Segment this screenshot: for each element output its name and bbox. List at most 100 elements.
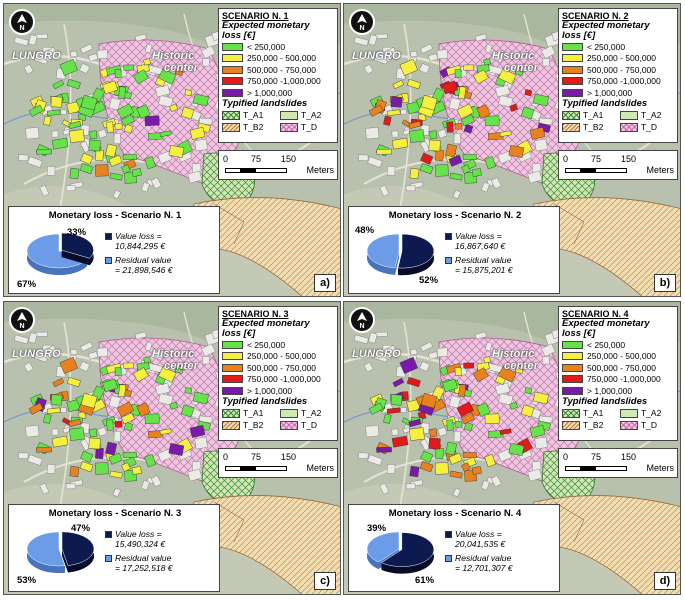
legend-label: 500,000 - 750,000 [587, 362, 657, 373]
loss-swatch [445, 233, 452, 240]
north-arrow-icon: N [9, 307, 35, 333]
historic-center-label: Historic center [492, 348, 538, 372]
historic-center-label: Historic center [152, 50, 198, 74]
legend-label: > 1,000,000 [247, 385, 293, 396]
scale-tick-label: 150 [281, 154, 297, 164]
legend-swatch [222, 352, 243, 361]
residual-percent-label: 53% [17, 575, 37, 586]
pie-chart-box: Monetary loss - Scenario N. 4 39% 61% Value… [348, 504, 560, 592]
landslide-swatch [222, 110, 240, 120]
landslide-swatch [280, 122, 298, 132]
historic-line1: Historic [152, 50, 195, 62]
value-loss-legend: Value loss = 16,867,640 € [445, 231, 505, 251]
scenario-panel: N LUNGRO Historic center SCENARIO N. 1 Expect… [3, 3, 341, 297]
legend-subtitle: Expected monetary [222, 318, 310, 329]
legend-swatch [562, 77, 583, 86]
legend-label: 500,000 - 750,000 [247, 362, 317, 373]
scenario-title: SCENARIO N. 4 [562, 309, 629, 319]
landslide-label: T_A2 [641, 110, 662, 120]
legend-subtitle: Expected monetary [562, 318, 650, 329]
legend-label: 500,000 - 750,000 [247, 64, 317, 75]
pie-chart [26, 531, 95, 573]
landslide-legend: T_A1 T_A2 T_B2 T_D [222, 110, 334, 133]
scale-tick-label: 0 [563, 452, 569, 462]
pie-chart-box: Monetary loss - Scenario N. 3 47% 53% Value… [8, 504, 220, 592]
landslide-swatch [620, 408, 638, 418]
landslide-label: T_A2 [301, 110, 322, 120]
scale-tick-label: 0 [223, 154, 229, 164]
legend-label: < 250,000 [247, 339, 286, 350]
landslide-swatch [222, 408, 240, 418]
panel-tag: b) [654, 274, 676, 292]
legend-item: 500,000 - 750,000 [562, 362, 674, 374]
landslide-swatch [280, 110, 298, 120]
landslide-swatch [280, 408, 298, 418]
svg-text:N: N [19, 323, 24, 329]
legend-item: < 250,000 [562, 339, 674, 351]
pie-chart-box: Monetary loss - Scenario N. 2 52% 48% Value… [348, 206, 560, 294]
legend-swatch [222, 386, 243, 395]
legend-label: > 1,000,000 [247, 87, 293, 98]
legend-item: > 1,000,000 [562, 385, 674, 397]
legend-item: 500,000 - 750,000 [562, 64, 674, 76]
landslide-legend: T_A1 T_A2 T_B2 T_D [562, 408, 674, 431]
landslide-item: T_D [620, 420, 678, 431]
landslide-swatch [280, 420, 298, 430]
scale-segment [225, 168, 241, 173]
loss-slice [61, 531, 95, 573]
legend-item: 750,000 -1,000,000 [222, 76, 334, 88]
landslide-label: T_B2 [243, 122, 264, 132]
residual-value-amount: = 21,898,546 € [115, 265, 173, 275]
legend-label: 750,000 -1,000,000 [247, 374, 321, 385]
residual-swatch [105, 257, 112, 264]
landslide-label: T_A1 [583, 110, 604, 120]
landslide-label: T_D [641, 420, 658, 430]
legend-label: < 250,000 [587, 339, 626, 350]
legend-swatch [562, 363, 583, 372]
scale-segment [595, 168, 627, 173]
residual-value-amount: = 15,875,201 € [455, 265, 513, 275]
landslide-swatch [620, 122, 638, 132]
value-loss-amount: 16,867,640 € [455, 241, 506, 251]
scenario-title: SCENARIO N. 3 [222, 309, 289, 319]
landslide-item: T_A1 [222, 110, 280, 121]
loss-slice [397, 233, 435, 276]
legend-label: < 250,000 [587, 41, 626, 52]
loss-slice [380, 532, 435, 574]
legend-label: 750,000 -1,000,000 [247, 76, 321, 87]
town-label: LUNGRO [12, 348, 61, 360]
landslide-legend: T_A1 T_A2 T_B2 T_D [562, 110, 674, 133]
scale-bar: 0 75 150 Meters [558, 448, 678, 478]
legend-subtitle: loss [€] [562, 30, 596, 41]
landslide-title: Typified landslides [562, 395, 648, 407]
legend-label: > 1,000,000 [587, 87, 633, 98]
legend-subtitle: loss [€] [222, 30, 256, 41]
landslide-label: T_A1 [243, 110, 264, 120]
landslide-item: T_B2 [562, 122, 620, 133]
legend-swatch [562, 65, 583, 74]
legend-label: < 250,000 [247, 41, 286, 52]
landslide-swatch [620, 420, 638, 430]
landslide-title: Typified landslides [222, 97, 308, 109]
legend-label: 750,000 -1,000,000 [587, 76, 661, 87]
historic-line1: Historic [492, 50, 535, 62]
landslide-label: T_A1 [243, 408, 264, 418]
scenario-title: SCENARIO N. 1 [222, 11, 289, 21]
landslide-label: T_D [301, 122, 318, 132]
residual-value-legend: Residual value = 17,252,518 € [105, 553, 173, 573]
landslide-item: T_A2 [620, 408, 678, 419]
scale-bar: 0 75 150 Meters [558, 150, 678, 180]
loss-percent-label: 52% [419, 275, 439, 286]
legend-subtitle: Expected monetary [562, 20, 650, 31]
legend-swatch [222, 77, 243, 86]
svg-text:N: N [359, 25, 364, 31]
residual-swatch [105, 555, 112, 562]
town-label: LUNGRO [352, 50, 401, 62]
residual-value-label: Residual value [115, 255, 172, 265]
town-label: LUNGRO [12, 50, 61, 62]
landslide-label: T_A2 [641, 408, 662, 418]
scale-tick-label: 150 [621, 452, 637, 462]
landslide-item: T_B2 [222, 420, 280, 431]
landslide-title: Typified landslides [222, 395, 308, 407]
scale-tick-label: 150 [621, 154, 637, 164]
